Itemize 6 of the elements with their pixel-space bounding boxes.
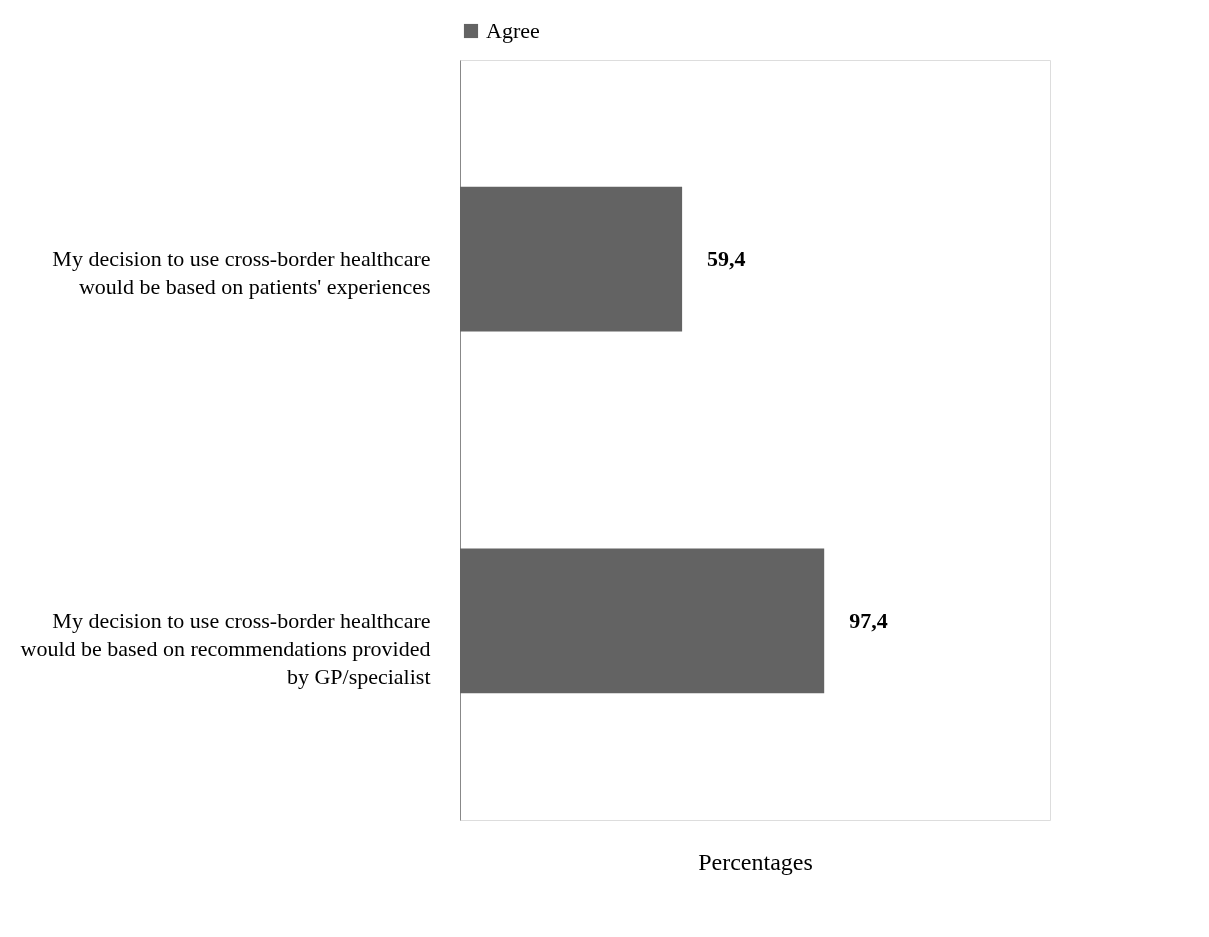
x-axis-title: Percentages	[698, 848, 813, 875]
data-label: 97,4	[849, 607, 888, 633]
legend-label: Agree	[486, 18, 540, 43]
data-label: 59,4	[707, 246, 746, 272]
y-tick-label: My decision to use cross-border healthcare would be based on patients' experiences	[52, 246, 431, 300]
y-tick-label: My decision to use cross-border healthcare would be based on recommendations provided by GP/specialist	[20, 607, 431, 689]
